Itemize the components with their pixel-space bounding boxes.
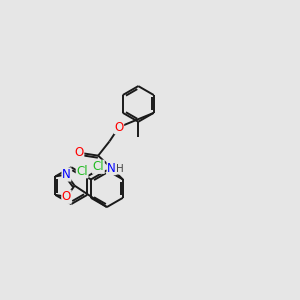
Text: N: N bbox=[62, 168, 71, 181]
Text: O: O bbox=[62, 190, 71, 203]
Text: Cl: Cl bbox=[76, 165, 88, 178]
Text: O: O bbox=[74, 146, 84, 159]
Text: O: O bbox=[114, 121, 124, 134]
Text: N: N bbox=[107, 162, 116, 175]
Text: Cl: Cl bbox=[93, 160, 104, 173]
Text: H: H bbox=[116, 164, 123, 174]
